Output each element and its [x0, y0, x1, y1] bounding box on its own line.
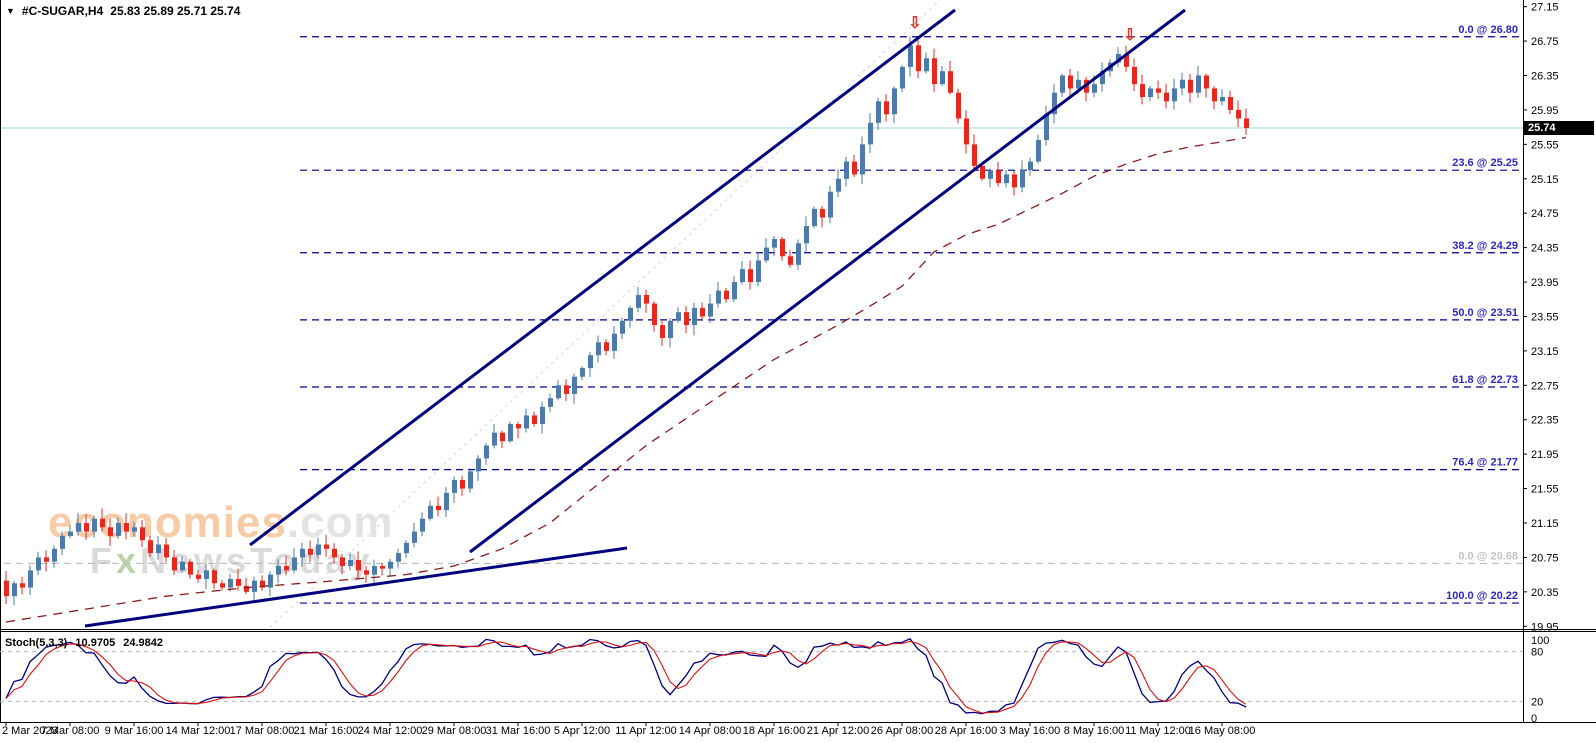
moving-average-line [5, 136, 1247, 623]
time-tick-label-10: 11 Apr 12:00 [615, 725, 677, 737]
upper-channel-line[interactable] [249, 8, 956, 547]
price-tick-label-0: 27.15 [1531, 2, 1559, 14]
time-tick-label-8: 31 Mar 16:00 [486, 725, 551, 737]
watermark-line2: FxNewsToday [90, 540, 373, 582]
main-plot-area: ⇩⇩ [0, 0, 1523, 629]
fib-level-label-7: 0.0 @ 20.68 [1458, 550, 1518, 562]
time-tick-label-19: 16 May 08:00 [1189, 725, 1256, 737]
price-tick-label-11: 22.75 [1531, 380, 1559, 392]
stoch-scale-label-80: 80 [1531, 647, 1543, 659]
watermark-brand-main: economies [48, 498, 287, 547]
time-tick-label-1: 7 Mar 08:00 [41, 725, 100, 737]
fib-level-label-4: 61.8 @ 22.73 [1452, 374, 1518, 386]
time-tick-label-3: 14 Mar 12:00 [166, 725, 231, 737]
support-trendline[interactable] [84, 546, 628, 628]
symbol-label: #C-SUGAR,H4 [21, 4, 104, 18]
price-tick-label-16: 20.75 [1531, 552, 1559, 564]
price-axis[interactable]: 27.15 26.75 26.35 25.95 25.55 25.15 24.75 24.35… [1523, 2, 1559, 634]
stoch-scale-label-20: 20 [1531, 696, 1543, 708]
time-tick-label-0: 2 Mar 2023 [2, 725, 58, 737]
time-tick-label-12: 18 Apr 16:00 [743, 725, 805, 737]
current-price-badge: 25.74 [1524, 121, 1594, 135]
fib-level-label-0: 0.0 @ 26.80 [1458, 24, 1518, 36]
price-tick-label-1: 26.75 [1531, 36, 1559, 48]
stoch-d-value: 24.9842 [123, 637, 164, 649]
time-tick-label-9: 5 Apr 12:00 [554, 725, 610, 737]
price-tick-label-9: 23.55 [1531, 311, 1559, 323]
fib-level-label-5: 76.4 @ 21.77 [1452, 457, 1518, 469]
stoch-d-line [5, 640, 1247, 714]
lower-channel-line[interactable] [469, 8, 1186, 554]
time-tick-label-2: 9 Mar 16:00 [105, 725, 164, 737]
stoch-name: Stoch(5,3,3) [5, 637, 68, 649]
price-tick-label-7: 24.35 [1531, 243, 1559, 255]
stoch-k-line [5, 637, 1247, 715]
fib-level-label-3: 50.0 @ 23.51 [1452, 307, 1518, 319]
time-tick-label-11: 14 Apr 08:00 [679, 725, 741, 737]
price-tick-label-5: 25.15 [1531, 174, 1559, 186]
price-tick-label-8: 23.95 [1531, 277, 1559, 289]
quote-ohlc-label: 25.83 25.89 25.71 25.74 [110, 4, 241, 18]
fib-level-label-6: 100.0 @ 20.22 [1446, 590, 1518, 602]
price-tick-label-4: 25.55 [1531, 139, 1559, 151]
watermark-x: x [116, 540, 141, 581]
candles [4, 36, 1249, 606]
symbol-header: ▼ #C-SUGAR,H4 25.83 25.89 25.71 25.74 [6, 4, 240, 18]
price-tick-label-14: 21.55 [1531, 484, 1559, 496]
price-tick-label-18: 19.95 [1531, 621, 1559, 633]
time-tick-label-17: 8 May 16:00 [1064, 725, 1125, 737]
watermark-rest: NewsToday [140, 540, 374, 581]
fib-level-label-1: 23.6 @ 25.25 [1452, 157, 1518, 169]
time-tick-label-15: 28 Apr 16:00 [935, 725, 997, 737]
sell-arrow-icon-0: ⇩ [908, 15, 921, 32]
price-tick-label-3: 25.95 [1531, 105, 1559, 117]
time-tick-label-6: 24 Mar 12:00 [358, 725, 423, 737]
price-tick-label-12: 22.35 [1531, 415, 1559, 427]
time-tick-label-14: 26 Apr 08:00 [871, 725, 933, 737]
stoch-k-value: 10.9705 [75, 637, 116, 649]
price-tick-label-15: 21.15 [1531, 518, 1559, 530]
stoch-indicator-label: Stoch(5,3,3) 10.9705 24.9842 [5, 637, 168, 649]
time-tick-label-16: 3 May 16:00 [1000, 725, 1061, 737]
time-tick-label-18: 11 May 12:00 [1125, 725, 1191, 737]
price-tick-label-2: 26.35 [1531, 71, 1559, 83]
price-tick-label-13: 21.95 [1531, 449, 1559, 461]
stoch-plot-area [0, 637, 1523, 715]
price-tick-label-10: 23.15 [1531, 346, 1559, 358]
symbol-dropdown-icon[interactable]: ▼ [6, 5, 15, 16]
watermark-brand-suffix: .com [286, 498, 394, 547]
watermark-brand: economies.com [48, 498, 394, 548]
time-tick-label-13: 21 Apr 12:00 [807, 725, 869, 737]
price-tick-label-17: 20.35 [1531, 587, 1559, 599]
sell-arrow-icon-1: ⇩ [1123, 27, 1136, 44]
time-tick-label-5: 21 Mar 16:00 [294, 725, 359, 737]
faint-trendline [267, 0, 941, 629]
stoch-scale-label-0: 0 [1531, 713, 1537, 725]
price-tick-label-6: 24.75 [1531, 208, 1559, 220]
stoch-scale-label-100: 100 [1531, 635, 1549, 647]
watermark-f: F [90, 540, 116, 581]
time-tick-label-4: 17 Mar 08:00 [230, 725, 295, 737]
fib-level-label-2: 38.2 @ 24.29 [1452, 240, 1518, 252]
time-tick-label-7: 29 Mar 08:00 [422, 725, 487, 737]
